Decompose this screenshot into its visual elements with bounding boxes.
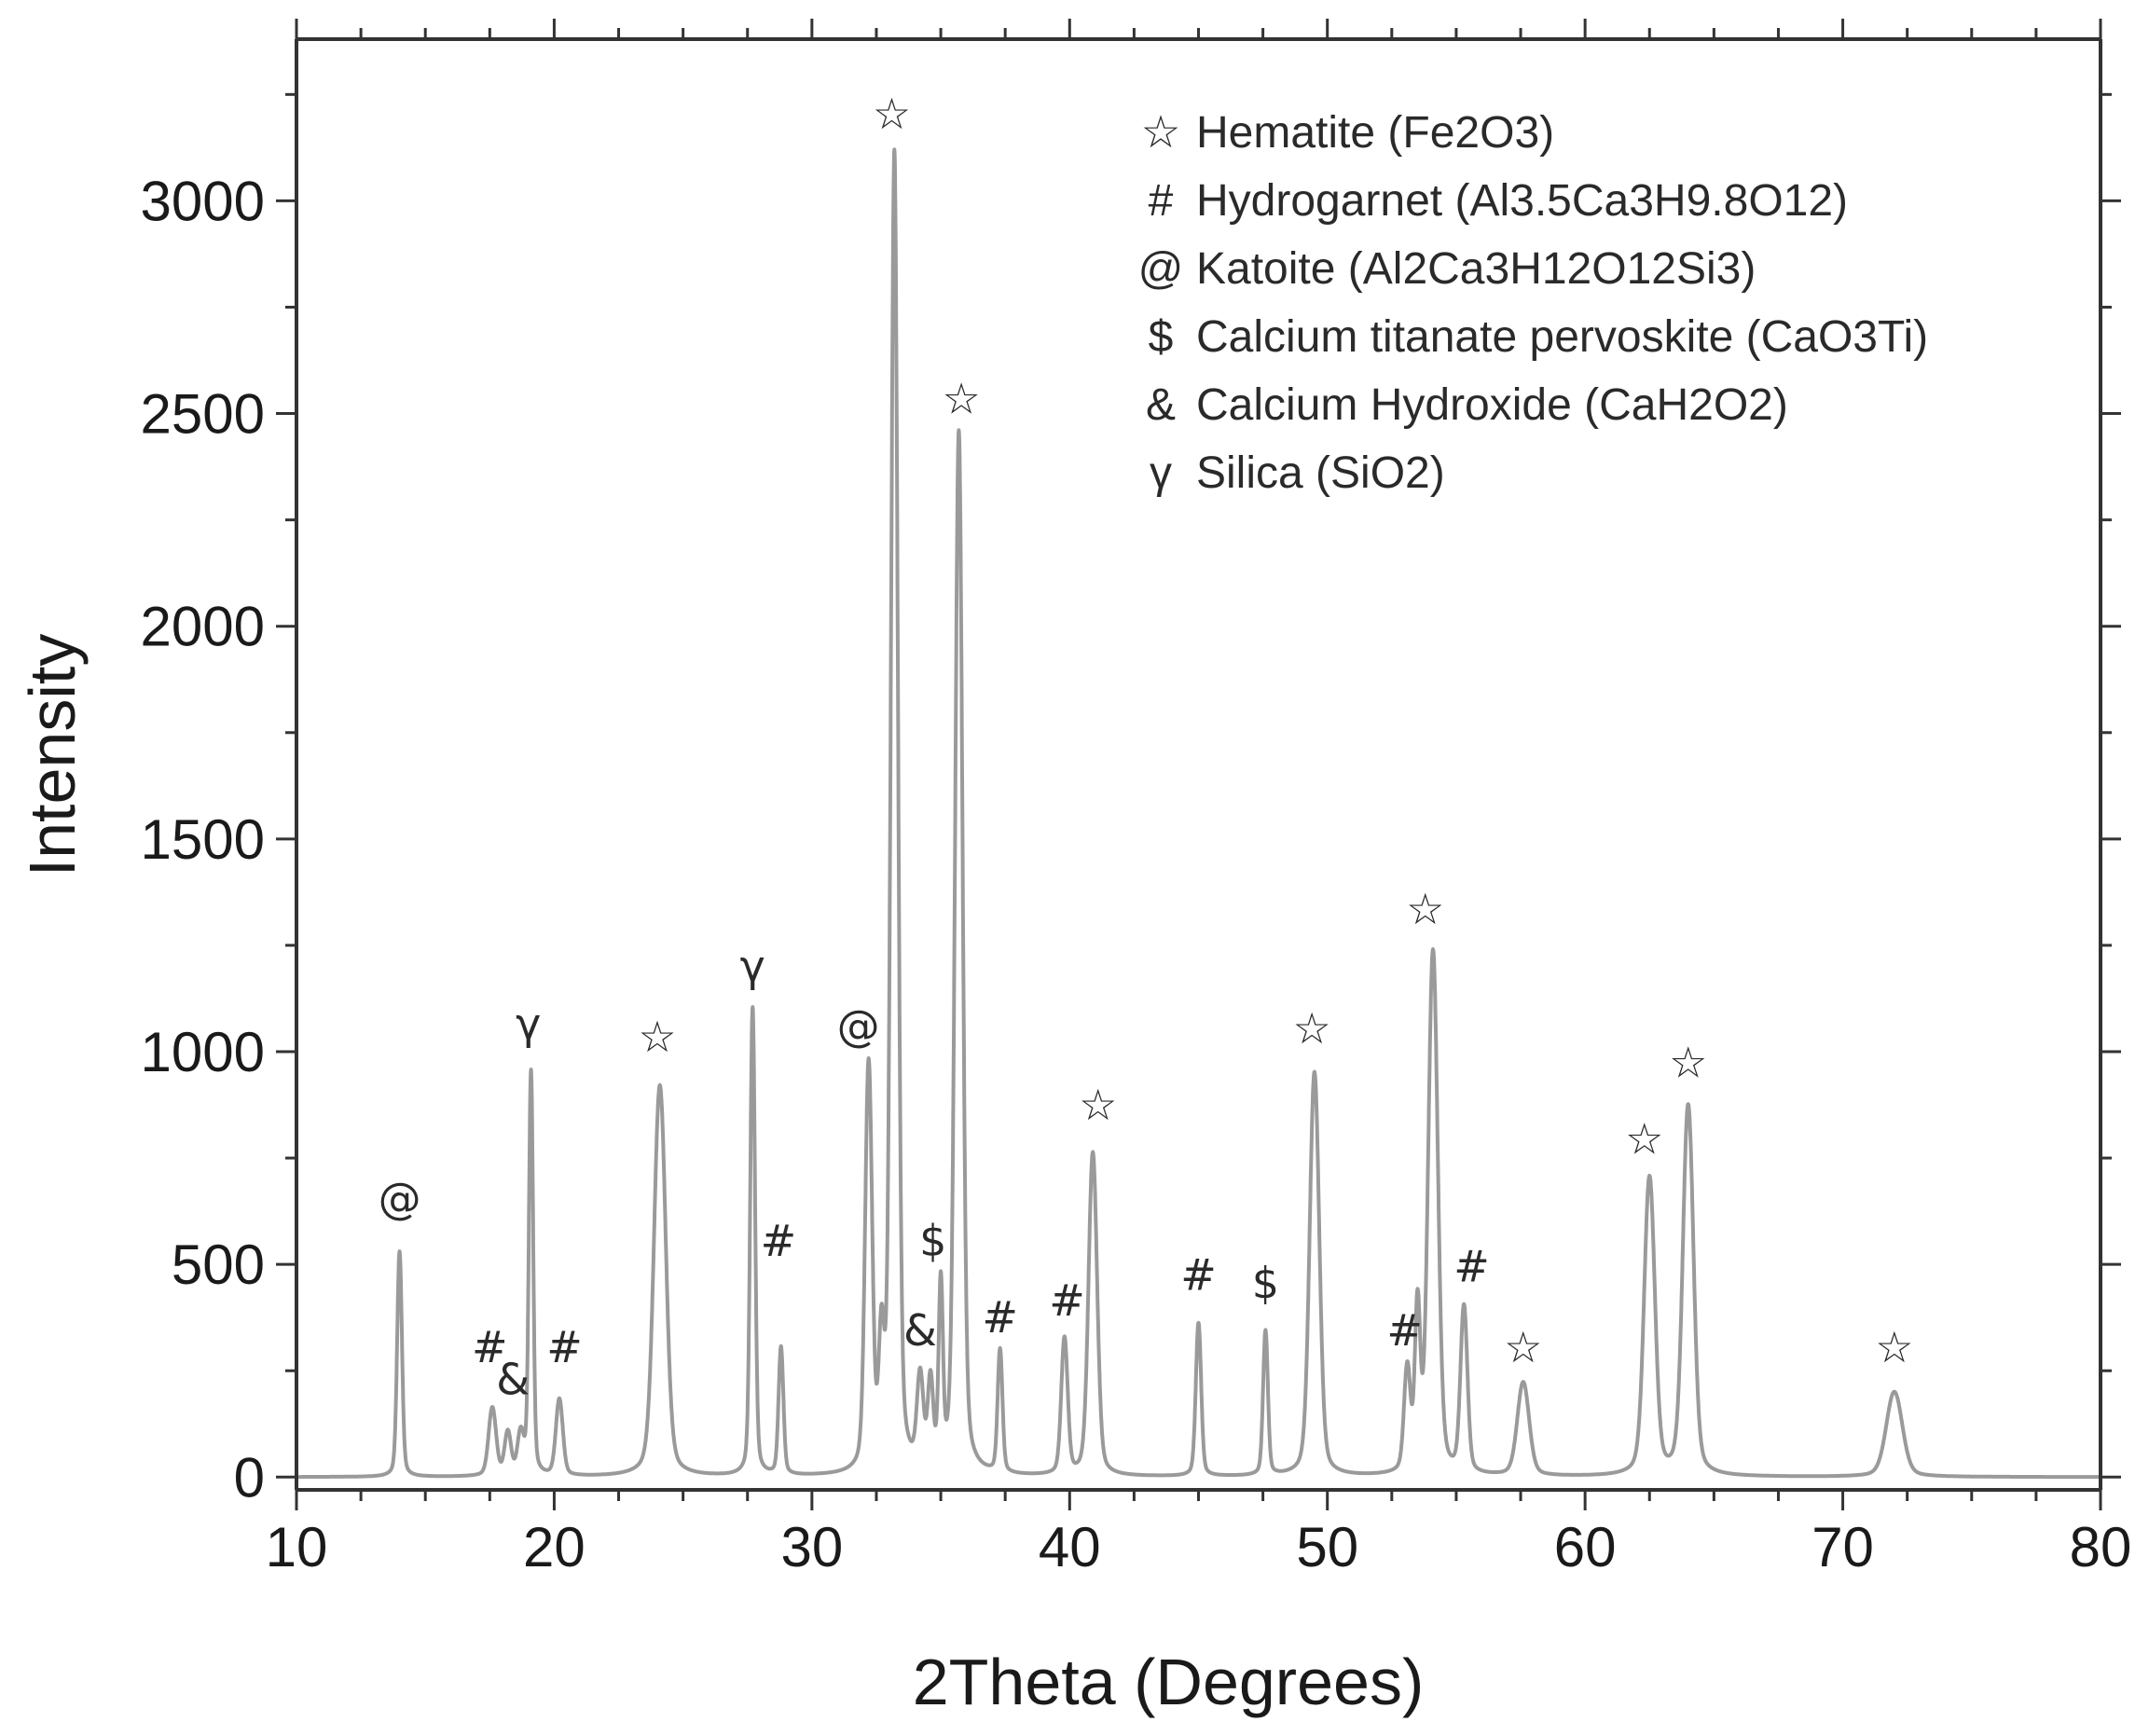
peak-marker: ☆ xyxy=(1875,1322,1913,1372)
y-tick-label: 2500 xyxy=(141,383,265,446)
peak-marker: ☆ xyxy=(943,374,981,424)
x-tick-label: 30 xyxy=(780,1516,843,1578)
peak-marker: # xyxy=(1049,1275,1085,1326)
peak-marker: ☆ xyxy=(1625,1114,1663,1164)
legend-symbol: & xyxy=(1146,380,1176,430)
peak-marker: # xyxy=(546,1322,583,1372)
y-tick-label: 0 xyxy=(234,1446,265,1509)
x-tick-label: 40 xyxy=(1039,1516,1101,1578)
legend-symbol: γ xyxy=(1150,448,1172,498)
x-tick-label: 70 xyxy=(1811,1516,1874,1578)
y-tick-label: 1500 xyxy=(141,808,265,871)
tick-labels: 10 20 30 40 50 60 70 80 0 500 1000 1500 2000 2500 3000 xyxy=(141,170,2132,1578)
diffraction-pattern xyxy=(295,147,2102,1480)
peak-marker: # xyxy=(982,1292,1018,1343)
peak-marker: @ xyxy=(379,1173,421,1223)
peak-marker: & xyxy=(496,1354,530,1404)
legend-entry: ☆ Hematite (Fe2O3) xyxy=(1140,108,1554,158)
peak-markers: @#&γ#☆γ#@☆&$☆# #☆# $☆#☆#☆☆☆☆ xyxy=(379,89,1914,1405)
y-tick-label: 3000 xyxy=(141,170,265,232)
x-tick-label: 20 xyxy=(523,1516,585,1578)
peak-marker: ☆ xyxy=(1669,1037,1707,1087)
legend-symbol: # xyxy=(1149,176,1174,226)
legend-label: Silica (SiO2) xyxy=(1196,448,1445,498)
legend-entry: & Calcium Hydroxide (CaH2O2) xyxy=(1146,380,1788,430)
peak-marker: & xyxy=(903,1305,937,1356)
peak-marker: γ xyxy=(516,999,541,1049)
peak-marker: # xyxy=(472,1322,508,1372)
legend-symbol: ☆ xyxy=(1140,108,1180,158)
peak-marker: ☆ xyxy=(638,1012,676,1062)
y-tick-label: 2000 xyxy=(141,596,265,658)
x-tick-label: 50 xyxy=(1296,1516,1358,1578)
y-tick-label: 500 xyxy=(172,1233,265,1296)
legend-symbol: @ xyxy=(1138,244,1184,294)
x-tick-label: 10 xyxy=(266,1516,328,1578)
legend-symbol: $ xyxy=(1149,312,1174,362)
peak-marker: $ xyxy=(919,1216,946,1266)
x-axis-title: 2Theta (Degrees) xyxy=(913,1646,1425,1718)
x-tick-label: 80 xyxy=(2070,1516,2132,1578)
legend-label: Calcium Hydroxide (CaH2O2) xyxy=(1196,380,1788,430)
peak-marker: # xyxy=(1386,1305,1423,1356)
peak-marker: @ xyxy=(837,1001,880,1052)
legend-label: Hematite (Fe2O3) xyxy=(1196,108,1554,158)
legend-label: Katoite (Al2Ca3H12O12Si3) xyxy=(1196,244,1756,294)
legend: ☆ Hematite (Fe2O3) # Hydrogarnet (Al3.5Ca3H… xyxy=(1138,108,1929,498)
peak-marker: γ xyxy=(740,942,765,992)
y-tick-label: 1000 xyxy=(141,1021,265,1083)
peak-marker: ☆ xyxy=(1504,1322,1542,1372)
peak-marker: ☆ xyxy=(1406,884,1444,934)
peak-marker: # xyxy=(761,1216,797,1266)
legend-entry: γ Silica (SiO2) xyxy=(1150,448,1445,498)
peak-marker: # xyxy=(1453,1241,1490,1291)
peak-marker: $ xyxy=(1252,1259,1279,1309)
axes xyxy=(276,19,2121,1510)
y-axis-title: Intensity xyxy=(16,634,89,877)
x-tick-label: 60 xyxy=(1554,1516,1617,1578)
legend-entry: # Hydrogarnet (Al3.5Ca3H9.8O12) xyxy=(1149,176,1848,226)
peak-marker: ☆ xyxy=(1293,1003,1331,1054)
peak-marker: ☆ xyxy=(873,89,911,139)
legend-entry: @ Katoite (Al2Ca3H12O12Si3) xyxy=(1138,244,1756,294)
peak-marker: ☆ xyxy=(1079,1080,1117,1130)
peak-marker: # xyxy=(1180,1250,1217,1301)
legend-label: Hydrogarnet (Al3.5Ca3H9.8O12) xyxy=(1196,176,1848,226)
pattern-line xyxy=(295,147,2102,1480)
legend-label: Calcium titanate pervoskite (CaO3Ti) xyxy=(1196,312,1928,362)
legend-entry: $ Calcium titanate pervoskite (CaO3Ti) xyxy=(1149,312,1929,362)
